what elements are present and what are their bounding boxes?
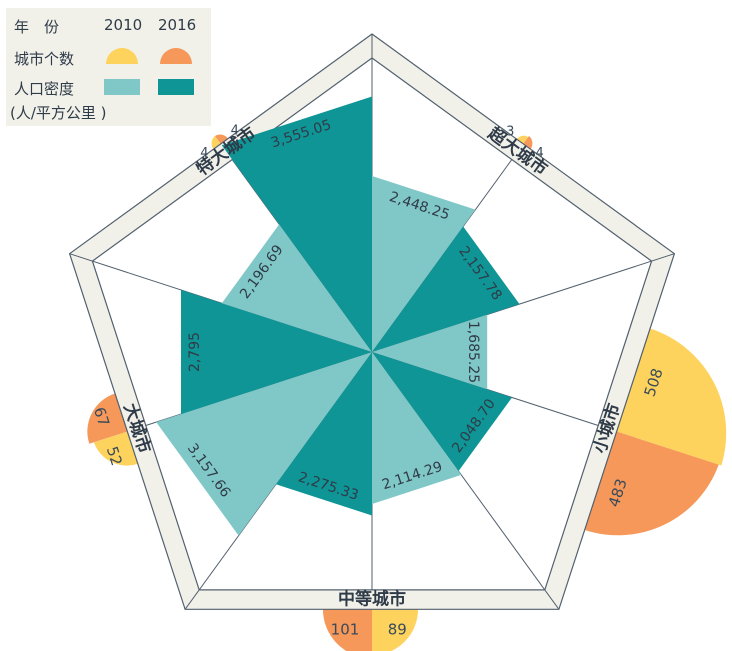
legend-density-unit: (人/平方公里 ) <box>10 104 107 122</box>
density-wedge-2-2010 <box>372 352 462 504</box>
count-label-4-2010: 4 <box>200 146 208 161</box>
density-wedge-3-2016 <box>181 289 372 415</box>
legend-swatch-count-2010 <box>106 48 138 64</box>
count-label-0-2010: 3 <box>506 125 514 140</box>
count-label-3-2016: 67 <box>90 405 113 429</box>
density-wedge-0-2010 <box>372 176 476 352</box>
spoke-vertex-3 <box>184 351 373 610</box>
density-wedge-4-2010 <box>221 224 372 352</box>
category-name-2: 中等城市 <box>338 589 406 610</box>
legend-swatch-count-2016 <box>160 48 192 64</box>
spoke-mid-0 <box>371 159 513 353</box>
count-label-3-2010: 52 <box>103 444 126 468</box>
legend: 年 份 2010 2016 城市个数 人口密度 (人/平方公里 ) <box>6 8 211 126</box>
count-label-2-2010: 89 <box>388 620 407 638</box>
spoke-mid-1 <box>371 351 599 426</box>
count-label-2-2016: 101 <box>331 620 360 638</box>
legend-city-count-label: 城市个数 <box>14 50 75 68</box>
density-wedge-3-2010 <box>156 352 372 536</box>
legend-swatch-density-2016 <box>158 79 194 95</box>
legend-swatch-density-2010 <box>104 79 140 95</box>
legend-year-2010: 2010 <box>104 16 143 34</box>
density-wedges <box>156 96 520 536</box>
density-wedge-4-2016 <box>221 96 372 352</box>
density-wedge-1-2016 <box>372 352 512 472</box>
density-wedge-1-2010 <box>372 314 488 390</box>
density-wedge-0-2016 <box>372 226 520 352</box>
density-label-1-2010: 1,685.25 <box>465 321 481 383</box>
density-wedge-2-2016 <box>275 352 372 516</box>
legend-density-label: 人口密度 <box>14 80 75 98</box>
legend-year-2016: 2016 <box>158 16 197 34</box>
legend-year-label: 年 份 <box>14 18 60 36</box>
count-label-0-2016: 4 <box>535 146 543 161</box>
density-label-3-2016: 2,795 <box>187 332 203 372</box>
count-label-4-2016: 4 <box>231 124 239 139</box>
